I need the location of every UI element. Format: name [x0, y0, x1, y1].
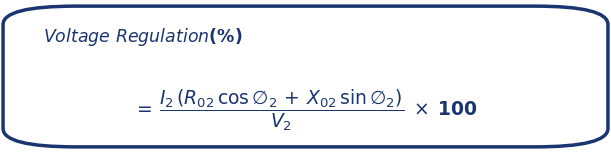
Text: $\bf{\mathit{Voltage\ Regulation}}$$\bf{(\%)}$: $\bf{\mathit{Voltage\ Regulation}}$$\bf{…: [43, 26, 242, 48]
Text: $=\,\dfrac{I_2\,(R_{02}\,\cos\emptyset_2\,+\,X_{02}\,\sin\emptyset_2)}{V_2}\;\ti: $=\,\dfrac{I_2\,(R_{02}\,\cos\emptyset_2…: [133, 87, 478, 133]
FancyBboxPatch shape: [3, 6, 608, 147]
